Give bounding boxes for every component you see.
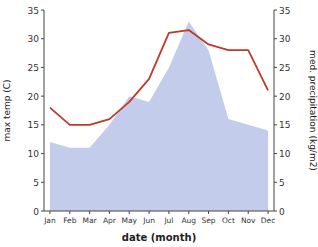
y-tick-label: 25 [28, 63, 39, 73]
y-tick [41, 182, 44, 183]
y2-tick [274, 182, 277, 183]
x-tick [89, 211, 90, 214]
y-tick-label: 10 [28, 149, 40, 159]
y2-tick [274, 211, 277, 212]
x-tick [188, 211, 189, 214]
x-tick-label: May [122, 216, 138, 225]
y-tick [41, 124, 44, 125]
x-tick [208, 211, 209, 214]
y2-tick-label: 0 [279, 207, 285, 217]
x-tick [149, 211, 150, 214]
y2-tick-label: 25 [279, 63, 290, 73]
x-tick [69, 211, 70, 214]
line [50, 30, 268, 125]
y-tick-label: 5 [33, 178, 39, 188]
x-tick-label: Jul [163, 216, 173, 225]
y-tick [41, 211, 44, 212]
y2-tick [274, 124, 277, 125]
chart-container: 0 5 10 15 20 25 30 35 0 5 10 15 20 25 30 35 Jan Feb Mar Apr… [0, 0, 318, 247]
x-tick-label: Jan [43, 216, 56, 225]
x-tick-label: Apr [103, 216, 117, 225]
x-tick [268, 211, 269, 214]
y2-tick-label: 10 [279, 149, 291, 159]
y2-tick [274, 96, 277, 97]
y2-tick [274, 67, 277, 68]
y-tick [41, 96, 44, 97]
x-tick-label: Mar [83, 216, 98, 225]
y2-tick-label: 15 [279, 120, 290, 130]
y-axis-label: max temp (C) [2, 79, 12, 141]
x-tick-label: Jun [142, 216, 155, 225]
y-tick-label: 35 [28, 6, 39, 16]
y2-tick-label: 20 [279, 92, 291, 102]
y2-tick-label: 30 [279, 34, 291, 44]
plot-area [50, 21, 268, 211]
y-tick [41, 10, 44, 11]
x-tick-label: Feb [63, 216, 77, 225]
x-tick [109, 211, 110, 214]
x-tick [248, 211, 249, 214]
x-axis-label: date (month) [122, 232, 196, 243]
x-axis-line [44, 211, 274, 212]
x-tick-label: Oct [222, 216, 235, 225]
y-tick-label: 30 [28, 34, 40, 44]
x-tick-label: Sep [201, 216, 215, 225]
y-tick-label: 15 [28, 120, 39, 130]
x-tick [168, 211, 169, 214]
y2-tick-label: 35 [279, 6, 290, 16]
x-tick-label: Dec [261, 216, 276, 225]
y-tick-label: 20 [28, 92, 40, 102]
y2-axis-line [274, 10, 275, 211]
y2-tick [274, 38, 277, 39]
x-tick [228, 211, 229, 214]
y-axis-line [44, 10, 45, 211]
y2-tick [274, 10, 277, 11]
x-tick-label: Nov [241, 216, 256, 225]
x-tick [129, 211, 130, 214]
y-tick [41, 38, 44, 39]
y-tick-label: 0 [33, 207, 39, 217]
chart-svg: 0 5 10 15 20 25 30 35 0 5 10 15 20 25 30 35 Jan Feb Mar Apr… [0, 0, 318, 247]
x-tick-label: Aug [181, 216, 196, 225]
y-tick [41, 67, 44, 68]
y2-tick-label: 5 [279, 178, 285, 188]
y-tick [41, 153, 44, 154]
y2-axis-label: med. precipitation (kg/m2) [308, 50, 318, 171]
y2-tick [274, 153, 277, 154]
x-tick [49, 211, 50, 214]
area [50, 21, 268, 211]
